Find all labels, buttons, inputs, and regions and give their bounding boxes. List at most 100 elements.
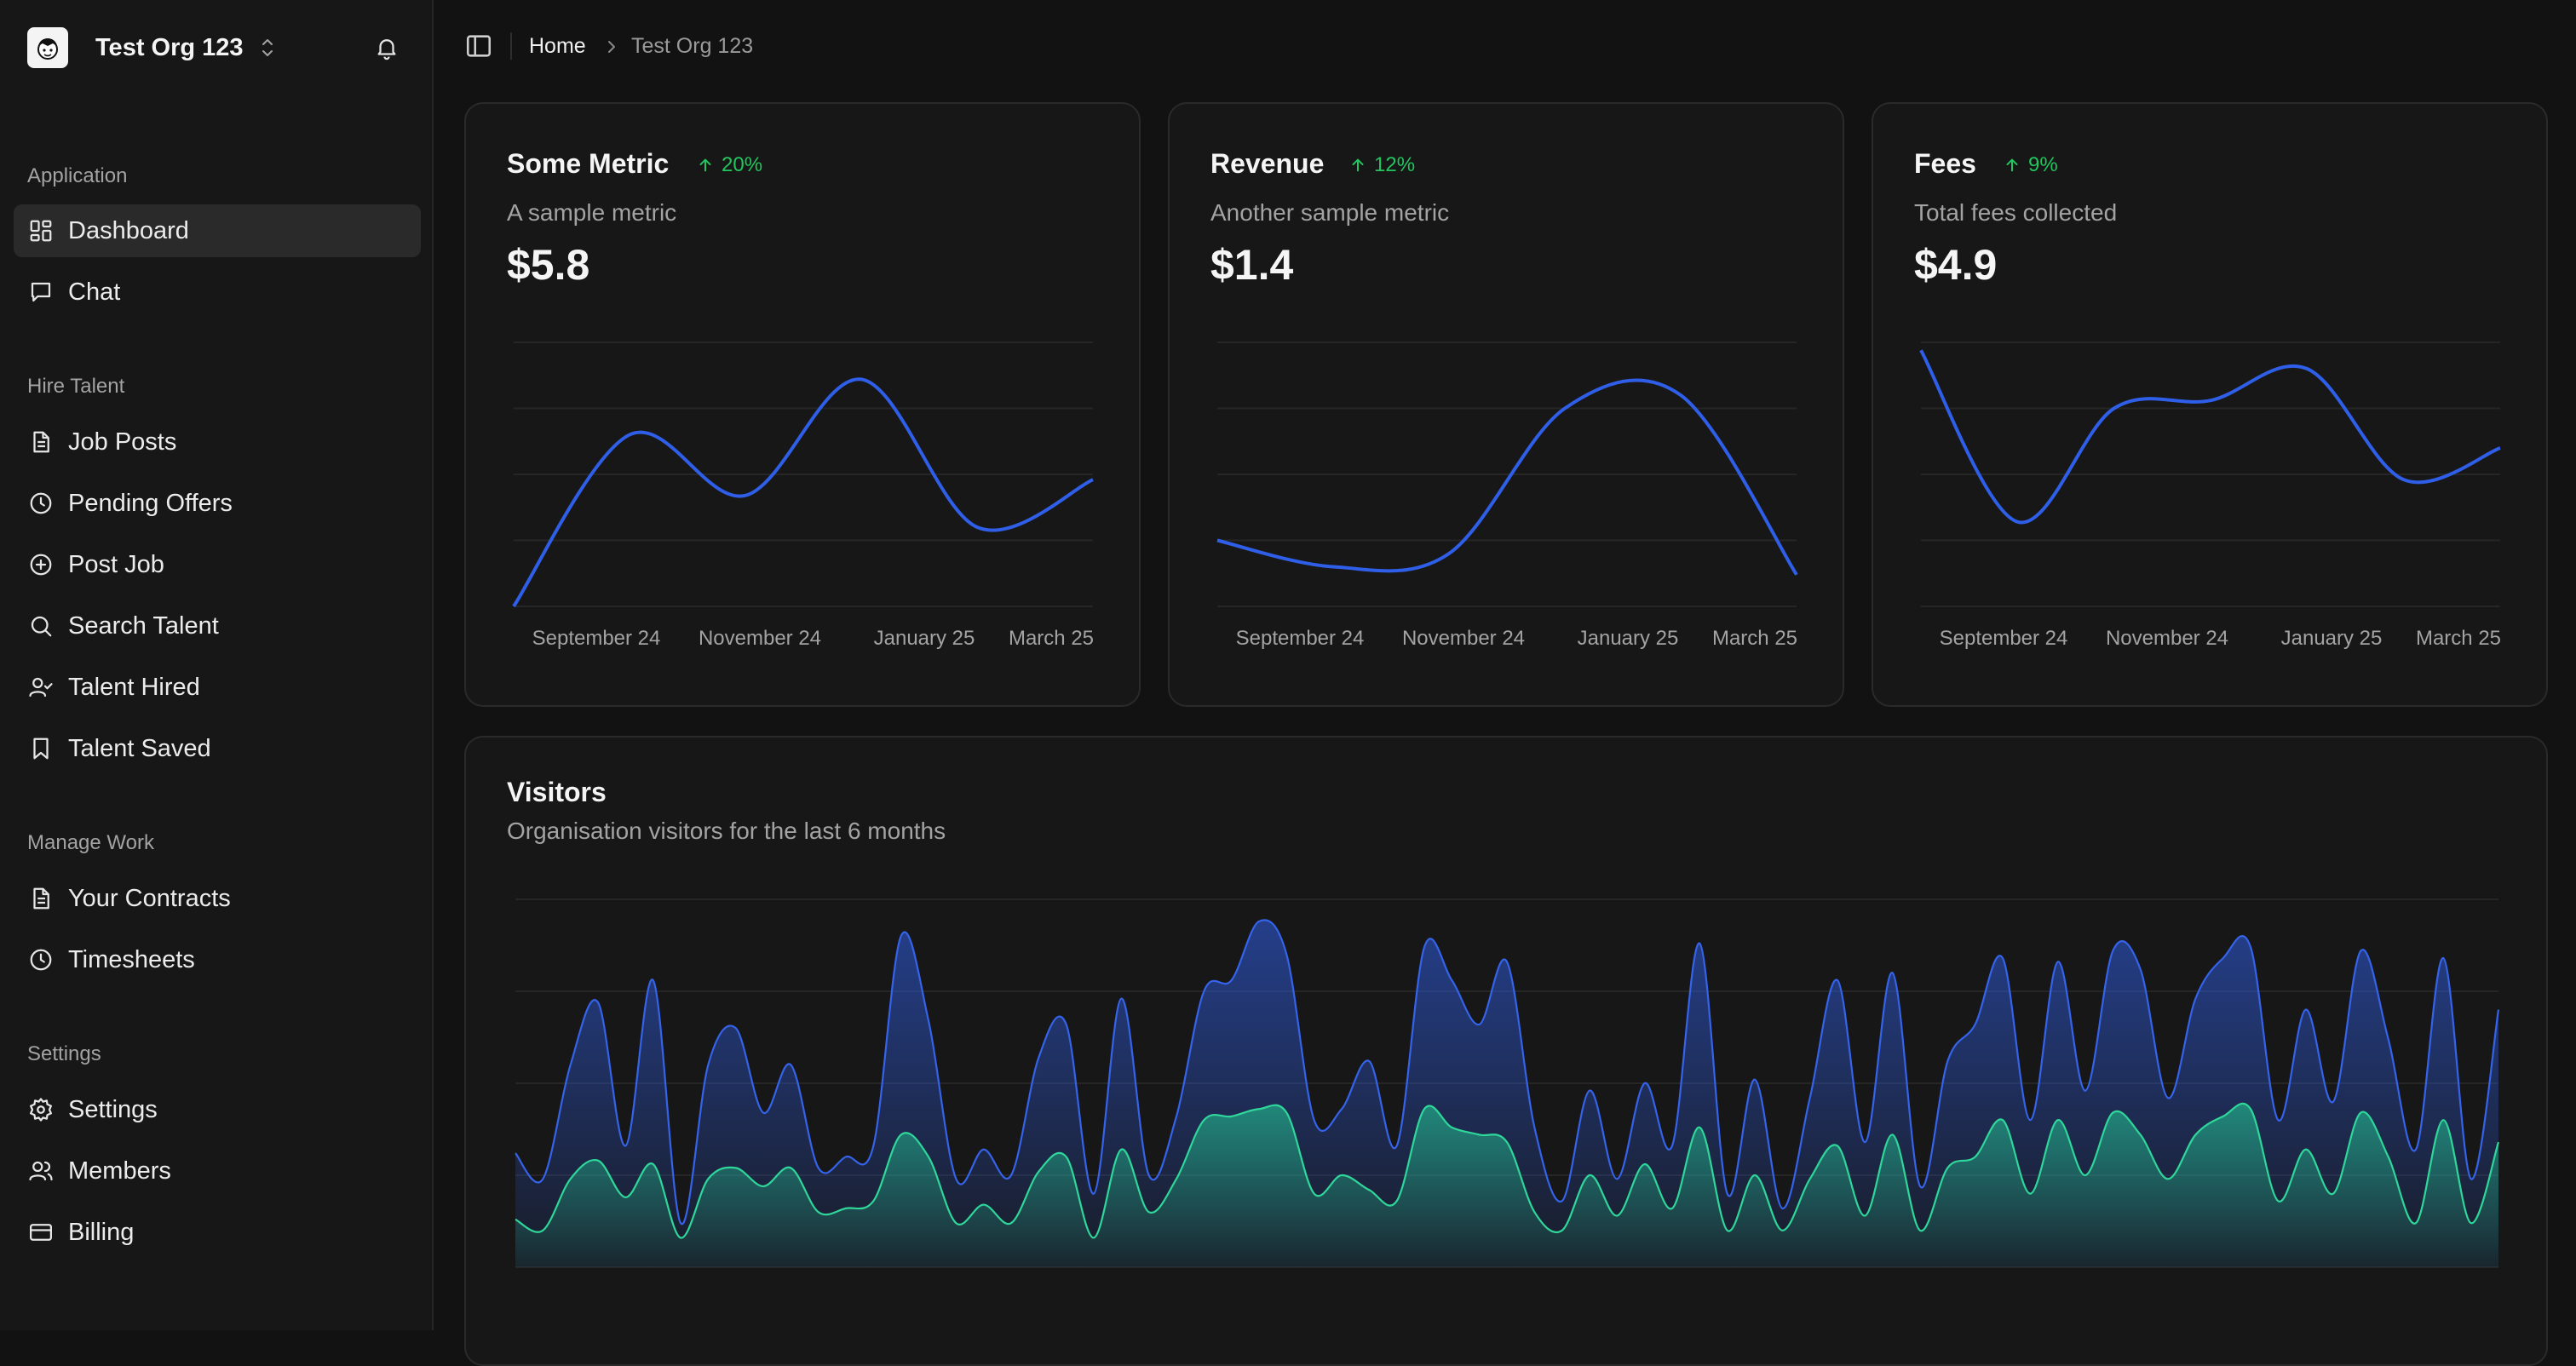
sidebar-toggle-icon[interactable] xyxy=(464,32,493,60)
x-tick-label: November 24 xyxy=(2106,627,2228,650)
card-title: Some Metric xyxy=(507,148,670,179)
sidebar: Test Org 123 Application Dashboard Chat … xyxy=(0,0,434,1330)
x-tick-label: September 24 xyxy=(1236,627,1365,650)
x-tick-label: November 24 xyxy=(699,627,821,650)
sidebar-item-label: Post Job xyxy=(68,550,164,578)
bookmark-icon xyxy=(27,735,55,762)
sidebar-item-label: Job Posts xyxy=(68,428,177,456)
sidebar-item-job-posts[interactable]: Job Posts xyxy=(14,416,421,468)
sidebar-item-talent-saved[interactable]: Talent Saved xyxy=(14,722,421,775)
breadcrumb-home[interactable]: Home xyxy=(529,34,586,58)
sidebar-item-members[interactable]: Members xyxy=(14,1145,421,1197)
chevron-right-icon xyxy=(602,36,621,58)
plus-circle-icon xyxy=(27,551,55,578)
bell-icon[interactable] xyxy=(371,32,402,63)
trend-value: 20% xyxy=(722,153,763,176)
sidebar-item-label: Talent Saved xyxy=(68,734,211,762)
card-title: Revenue xyxy=(1210,148,1325,179)
chevrons-up-down-icon xyxy=(259,36,276,60)
breadcrumb-current: Test Org 123 xyxy=(631,34,754,58)
sidebar-item-your-contracts[interactable]: Your Contracts xyxy=(14,872,421,925)
x-tick-label: November 24 xyxy=(1402,627,1525,650)
sidebar-item-chat[interactable]: Chat xyxy=(14,266,421,319)
x-tick-label: January 25 xyxy=(2281,627,2383,650)
document-icon xyxy=(27,885,55,912)
org-switcher[interactable]: Test Org 123 xyxy=(27,27,402,68)
clock-icon xyxy=(27,946,55,973)
series-line xyxy=(1216,378,1798,576)
top-bar: Home Test Org 123 xyxy=(434,0,2576,94)
clock-icon xyxy=(27,490,55,517)
sidebar-item-label: Dashboard xyxy=(68,216,189,244)
sidebar-item-label: Pending Offers xyxy=(68,489,233,517)
sidebar-item-label: Settings xyxy=(68,1095,158,1123)
org-logo xyxy=(27,27,68,68)
credit-card-icon xyxy=(27,1219,55,1246)
x-tick-label: March 25 xyxy=(2416,627,2501,650)
sidebar-item-label: Chat xyxy=(68,278,121,306)
x-tick-label: January 25 xyxy=(1578,627,1679,650)
trend-value: 9% xyxy=(2028,153,2058,176)
series-line xyxy=(1919,349,2501,525)
sidebar-item-label: Talent Hired xyxy=(68,673,200,701)
series-line xyxy=(515,1102,2500,1239)
visitors-chart xyxy=(515,898,2500,1268)
sidebar-item-billing[interactable]: Billing xyxy=(14,1206,421,1259)
sidebar-item-dashboard[interactable]: Dashboard xyxy=(14,204,421,257)
sidebar-item-label: Search Talent xyxy=(68,611,219,640)
card-value: $4.9 xyxy=(1914,241,1998,289)
sidebar-item-label: Members xyxy=(68,1157,171,1185)
metric-card-revenue: Revenue 12% Another sample metric $1.4 S… xyxy=(1168,102,1844,707)
trend-badge: 20% xyxy=(696,153,762,177)
trend-badge: 12% xyxy=(1348,153,1415,177)
sidebar-item-label: Timesheets xyxy=(68,945,195,973)
trend-value: 12% xyxy=(1374,153,1416,176)
dashboard-icon xyxy=(27,217,55,244)
card-subtitle: Organisation visitors for the last 6 mon… xyxy=(507,818,946,844)
metric-chart: September 24 November 24 January 25 March 2… xyxy=(1216,342,1798,650)
card-subtitle: Total fees collected xyxy=(1914,199,2118,226)
sidebar-item-settings[interactable]: Settings xyxy=(14,1083,421,1136)
divider xyxy=(510,32,512,60)
trend-badge: 9% xyxy=(2003,153,2058,177)
x-tick-label: September 24 xyxy=(532,627,661,650)
card-value: $1.4 xyxy=(1210,241,1294,289)
gear-icon xyxy=(27,1096,55,1123)
series-area xyxy=(515,1103,2498,1267)
metric-card-fees: Fees 9% Total fees collected $4.9 Septem… xyxy=(1872,102,2548,707)
card-value: $5.8 xyxy=(507,241,590,289)
card-title: Visitors xyxy=(507,777,607,807)
sidebar-item-talent-hired[interactable]: Talent Hired xyxy=(14,661,421,714)
metric-chart: September 24 November 24 January 25 March 2… xyxy=(512,342,1094,650)
metric-chart: September 24 November 24 January 25 March 2… xyxy=(1919,342,2501,650)
x-tick-label: March 25 xyxy=(1712,627,1797,650)
sidebar-item-label: Billing xyxy=(68,1218,135,1246)
series-line xyxy=(515,919,2500,1225)
nav-group-hire-talent: Hire Talent xyxy=(27,375,125,398)
nav-group-application: Application xyxy=(27,164,128,187)
series-line xyxy=(512,377,1094,608)
x-tick-label: January 25 xyxy=(874,627,975,650)
x-tick-label: March 25 xyxy=(1009,627,1094,650)
arrow-up-icon xyxy=(1352,158,1364,172)
visitors-card: Visitors Organisation visitors for the l… xyxy=(464,736,2548,1366)
nav-group-settings: Settings xyxy=(27,1042,101,1065)
nav-group-manage-work: Manage Work xyxy=(27,831,154,854)
x-tick-label: September 24 xyxy=(1940,627,2068,650)
arrow-up-icon xyxy=(699,158,711,172)
chat-icon xyxy=(27,278,55,306)
sidebar-item-pending-offers[interactable]: Pending Offers xyxy=(14,477,421,530)
arrow-up-icon xyxy=(2006,158,2018,172)
users-icon xyxy=(27,1157,55,1185)
metric-card-some-metric: Some Metric 20% A sample metric $5.8 Sep… xyxy=(464,102,1141,707)
document-icon xyxy=(27,428,55,456)
sidebar-item-search-talent[interactable]: Search Talent xyxy=(14,600,421,652)
card-subtitle: Another sample metric xyxy=(1210,199,1450,226)
org-name: Test Org 123 xyxy=(95,33,244,61)
card-subtitle: A sample metric xyxy=(507,199,677,226)
sidebar-item-label: Your Contracts xyxy=(68,884,231,912)
search-icon xyxy=(27,612,55,640)
user-check-icon xyxy=(27,674,55,701)
sidebar-item-post-job[interactable]: Post Job xyxy=(14,538,421,591)
sidebar-item-timesheets[interactable]: Timesheets xyxy=(14,933,421,986)
